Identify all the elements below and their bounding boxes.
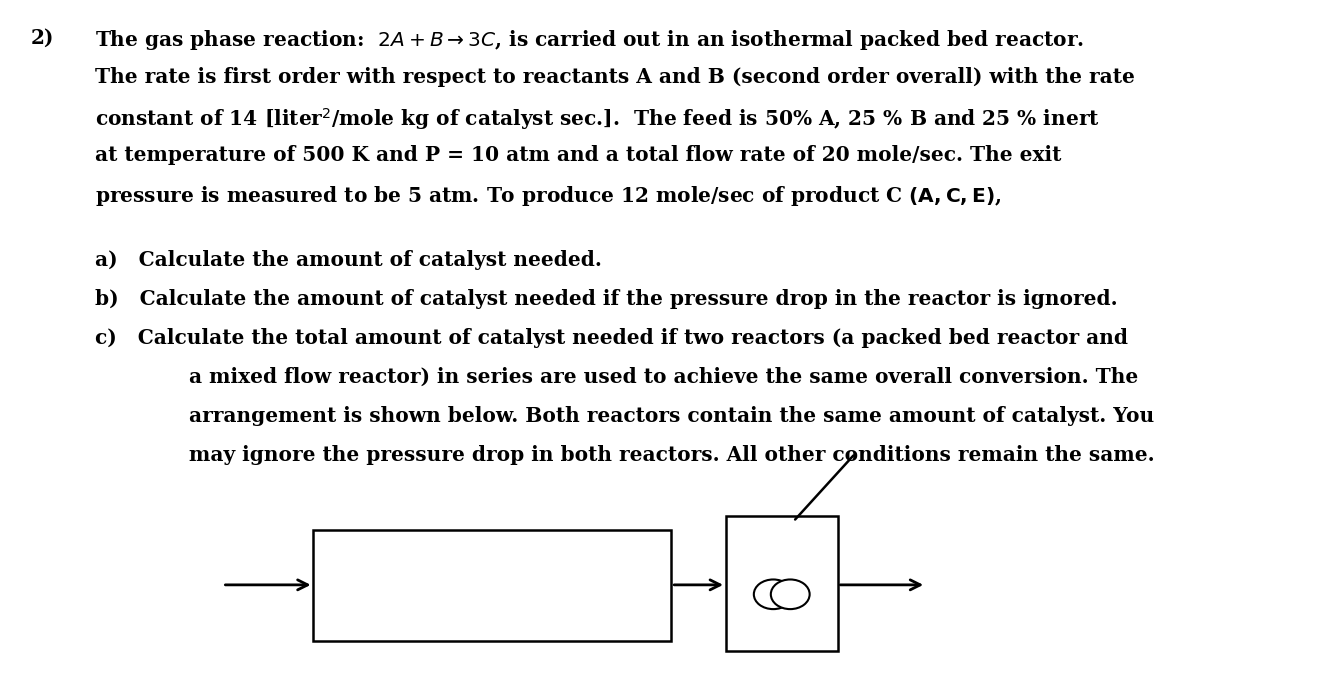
- Ellipse shape: [753, 580, 793, 609]
- Bar: [314, 530, 671, 641]
- Text: pressure is measured to be 5 atm. To produce 12 mole/sec of product C $\mathbf{(: pressure is measured to be 5 atm. To pro…: [95, 184, 1001, 208]
- Text: arrangement is shown below. Both reactors contain the same amount of catalyst. Y: arrangement is shown below. Both reactor…: [147, 406, 1155, 426]
- Ellipse shape: [771, 580, 810, 609]
- Text: b)   Calculate the amount of catalyst needed if the pressure drop in the reactor: b) Calculate the amount of catalyst need…: [95, 289, 1117, 309]
- Text: a mixed flow reactor) in series are used to achieve the same overall conversion.: a mixed flow reactor) in series are used…: [147, 368, 1139, 387]
- Text: at temperature of 500 K and P = 10 atm and a total flow rate of 20 mole/sec. The: at temperature of 500 K and P = 10 atm a…: [95, 145, 1062, 165]
- Bar: [726, 516, 838, 651]
- Text: 2): 2): [30, 28, 54, 48]
- Text: c)   Calculate the total amount of catalyst needed if two reactors (a packed bed: c) Calculate the total amount of catalys…: [95, 328, 1128, 349]
- Text: may ignore the pressure drop in both reactors. All other conditions remain the s: may ignore the pressure drop in both rea…: [147, 445, 1155, 465]
- Text: The gas phase reaction:  $2A+B \rightarrow 3C$, is carried out in an isothermal : The gas phase reaction: $2A+B \rightarro…: [95, 28, 1084, 52]
- Text: The rate is first order with respect to reactants A and B (second order overall): The rate is first order with respect to …: [95, 67, 1135, 87]
- Text: a)   Calculate the amount of catalyst needed.: a) Calculate the amount of catalyst need…: [95, 250, 602, 270]
- Text: constant of 14 [liter$^2$/mole kg of catalyst sec.].  The feed is 50% A, 25 % B : constant of 14 [liter$^2$/mole kg of cat…: [95, 106, 1100, 132]
